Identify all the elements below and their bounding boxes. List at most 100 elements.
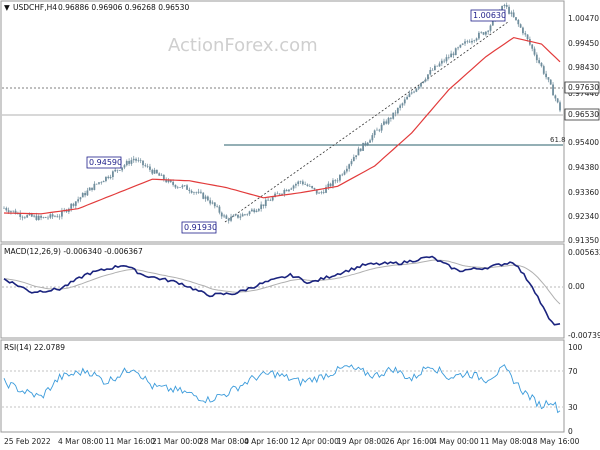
- candle-body: [255, 210, 258, 213]
- candle-body: [288, 189, 290, 192]
- candle-body: [146, 166, 149, 167]
- candle-body: [14, 210, 17, 215]
- candle-body: [206, 196, 209, 201]
- candle-body: [19, 213, 22, 217]
- candle-body: [12, 210, 15, 212]
- annotation-high: 0.94590: [89, 158, 122, 167]
- candle-body: [378, 129, 381, 131]
- rsi-header: RSI(14) 22.0789: [4, 343, 65, 352]
- candle-body: [267, 199, 269, 201]
- candle-body: [325, 187, 327, 193]
- candle-body: [410, 92, 413, 94]
- candle-body: [519, 24, 522, 28]
- price-header-ohlc: 0.96886 0.96906 0.96268 0.96530: [58, 3, 189, 12]
- candle-body: [373, 130, 376, 136]
- candle-body: [362, 142, 364, 151]
- x-tick: 21 Mar 00:00: [152, 437, 202, 446]
- candle-body: [204, 196, 207, 199]
- candle-body: [128, 161, 130, 164]
- candle-body: [387, 117, 390, 124]
- candle-body: [105, 176, 107, 182]
- candle-body: [234, 214, 237, 216]
- candle-body: [28, 213, 31, 216]
- candle-body: [227, 218, 230, 221]
- price-label-current: 0.96530: [568, 110, 599, 119]
- macd-header: MACD(12,26,9) -0.006340 -0.006367: [4, 247, 143, 256]
- annotation-box-low: [181, 221, 217, 234]
- candle-body: [40, 215, 42, 218]
- candle-body: [345, 168, 348, 172]
- candle-body: [202, 192, 205, 199]
- candle-body: [422, 81, 425, 83]
- candle-body: [424, 79, 427, 82]
- candle-body: [61, 210, 63, 217]
- candle-body: [554, 95, 557, 99]
- x-tick: 19 Apr 08:00: [337, 437, 386, 446]
- candle-body: [144, 165, 147, 167]
- candle-body: [471, 40, 473, 43]
- candle-body: [450, 53, 453, 58]
- macd-panel-frame: [0, 243, 565, 339]
- candle-body: [517, 19, 520, 25]
- candle-body: [306, 184, 309, 187]
- candle-body: [56, 216, 59, 218]
- candle-body: [179, 187, 181, 188]
- macd-tick: 0.00: [568, 282, 585, 291]
- trendline: [224, 21, 509, 223]
- candle-body: [274, 193, 276, 198]
- candle-body: [135, 158, 137, 161]
- candle-body: [299, 181, 302, 183]
- x-tick: 4 Apr 16:00: [244, 437, 288, 446]
- candle-body: [74, 201, 77, 206]
- candle-body: [107, 176, 110, 179]
- candles: [3, 2, 561, 224]
- candle-body: [452, 53, 455, 56]
- candle-body: [278, 193, 281, 195]
- candle-body: [162, 174, 165, 180]
- candle-body: [466, 41, 469, 42]
- candle-body: [526, 34, 529, 40]
- candle-body: [334, 180, 337, 182]
- candle-body: [459, 44, 462, 48]
- candle-body: [100, 182, 103, 183]
- candle-body: [121, 167, 124, 171]
- macd-signal-line: [3, 259, 561, 305]
- candle-body: [297, 181, 300, 185]
- candle-body: [540, 62, 543, 67]
- candle-body: [559, 102, 561, 111]
- candle-body: [79, 197, 82, 200]
- candle-body: [431, 70, 434, 71]
- candle-body: [385, 121, 388, 124]
- x-tick: 26 Apr 16:00: [385, 437, 434, 446]
- candle-body: [33, 215, 36, 217]
- price-tick: 0.94380: [568, 163, 599, 172]
- price-label-box-dashed: [564, 81, 600, 94]
- candle-body: [77, 199, 80, 202]
- candle-body: [21, 216, 24, 218]
- rsi-tick: 100: [568, 343, 583, 352]
- candle-body: [95, 183, 98, 185]
- candle-body: [130, 160, 133, 164]
- candle-body: [406, 96, 408, 100]
- candle-body: [484, 31, 487, 35]
- candle-body: [47, 217, 49, 219]
- candle-body: [5, 208, 8, 211]
- candle-body: [37, 215, 40, 220]
- candle-body: [86, 190, 89, 196]
- rsi-tick: 0: [568, 427, 573, 436]
- candle-body: [394, 112, 397, 114]
- candle-body: [248, 211, 251, 215]
- candle-body: [213, 202, 216, 207]
- candle-body: [313, 187, 316, 190]
- candle-body: [70, 203, 73, 209]
- candle-body: [264, 199, 267, 206]
- candle-body: [81, 193, 84, 198]
- candle-body: [114, 169, 117, 172]
- candle-body: [336, 180, 339, 182]
- candle-body: [153, 169, 156, 174]
- candle-body: [7, 210, 10, 213]
- price-tick: 0.91350: [568, 236, 599, 245]
- candle-body: [478, 32, 480, 39]
- candle-body: [181, 185, 184, 188]
- candle-body: [438, 63, 441, 67]
